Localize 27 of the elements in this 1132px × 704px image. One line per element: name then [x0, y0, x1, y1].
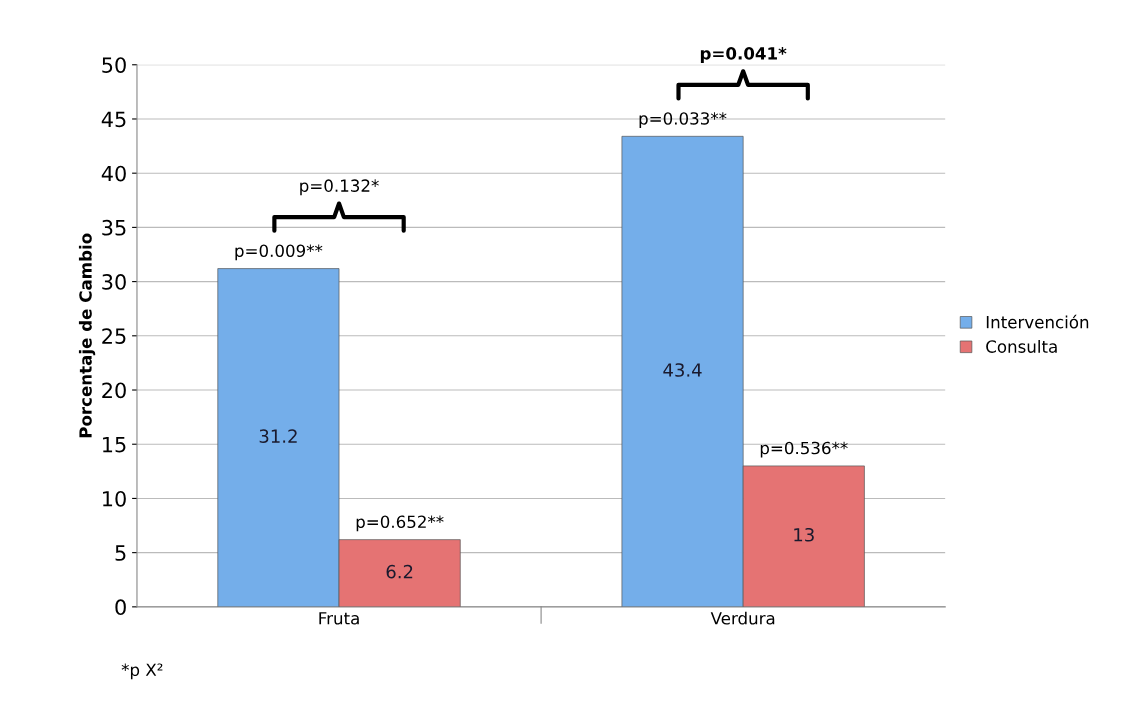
y-tick-label: 50: [102, 57, 126, 73]
annotation: p=0.652**: [356, 515, 444, 532]
y-axis-title: Porcentaje de Cambio: [78, 233, 96, 438]
y-tick-label: 0: [115, 599, 126, 616]
annotation: p=0.009**: [235, 244, 323, 261]
data-label: 43.4: [663, 363, 702, 377]
y-tick-label: 40: [101, 165, 126, 182]
annotation: p=0.033**: [639, 112, 727, 128]
x-tick-label: Verdura: [710, 611, 775, 625]
y-tick-label: 15: [103, 436, 126, 453]
data-label: 13: [794, 527, 814, 542]
y-tick-label: 20: [102, 382, 126, 399]
annotation: p=0.132*: [300, 179, 379, 196]
legend-label: Consulta: [986, 339, 1057, 353]
y-tick-label: 35: [102, 219, 126, 236]
text: *p X²: [121, 663, 163, 680]
y-tick-label: 45: [101, 111, 126, 128]
y-tick-label: 25: [102, 328, 126, 345]
annotation: p=0.536**: [760, 441, 848, 458]
y-tick-label: 5: [115, 545, 126, 561]
x-tick-label: Fruta: [319, 612, 359, 625]
text: p=0.041*: [700, 47, 787, 63]
y-tick-label: 30: [102, 274, 126, 290]
y-tick-label: 10: [103, 490, 126, 507]
data-label: 31.2: [259, 429, 297, 443]
legend-label: Intervención: [986, 314, 1089, 329]
data-label: 6.2: [386, 564, 413, 579]
